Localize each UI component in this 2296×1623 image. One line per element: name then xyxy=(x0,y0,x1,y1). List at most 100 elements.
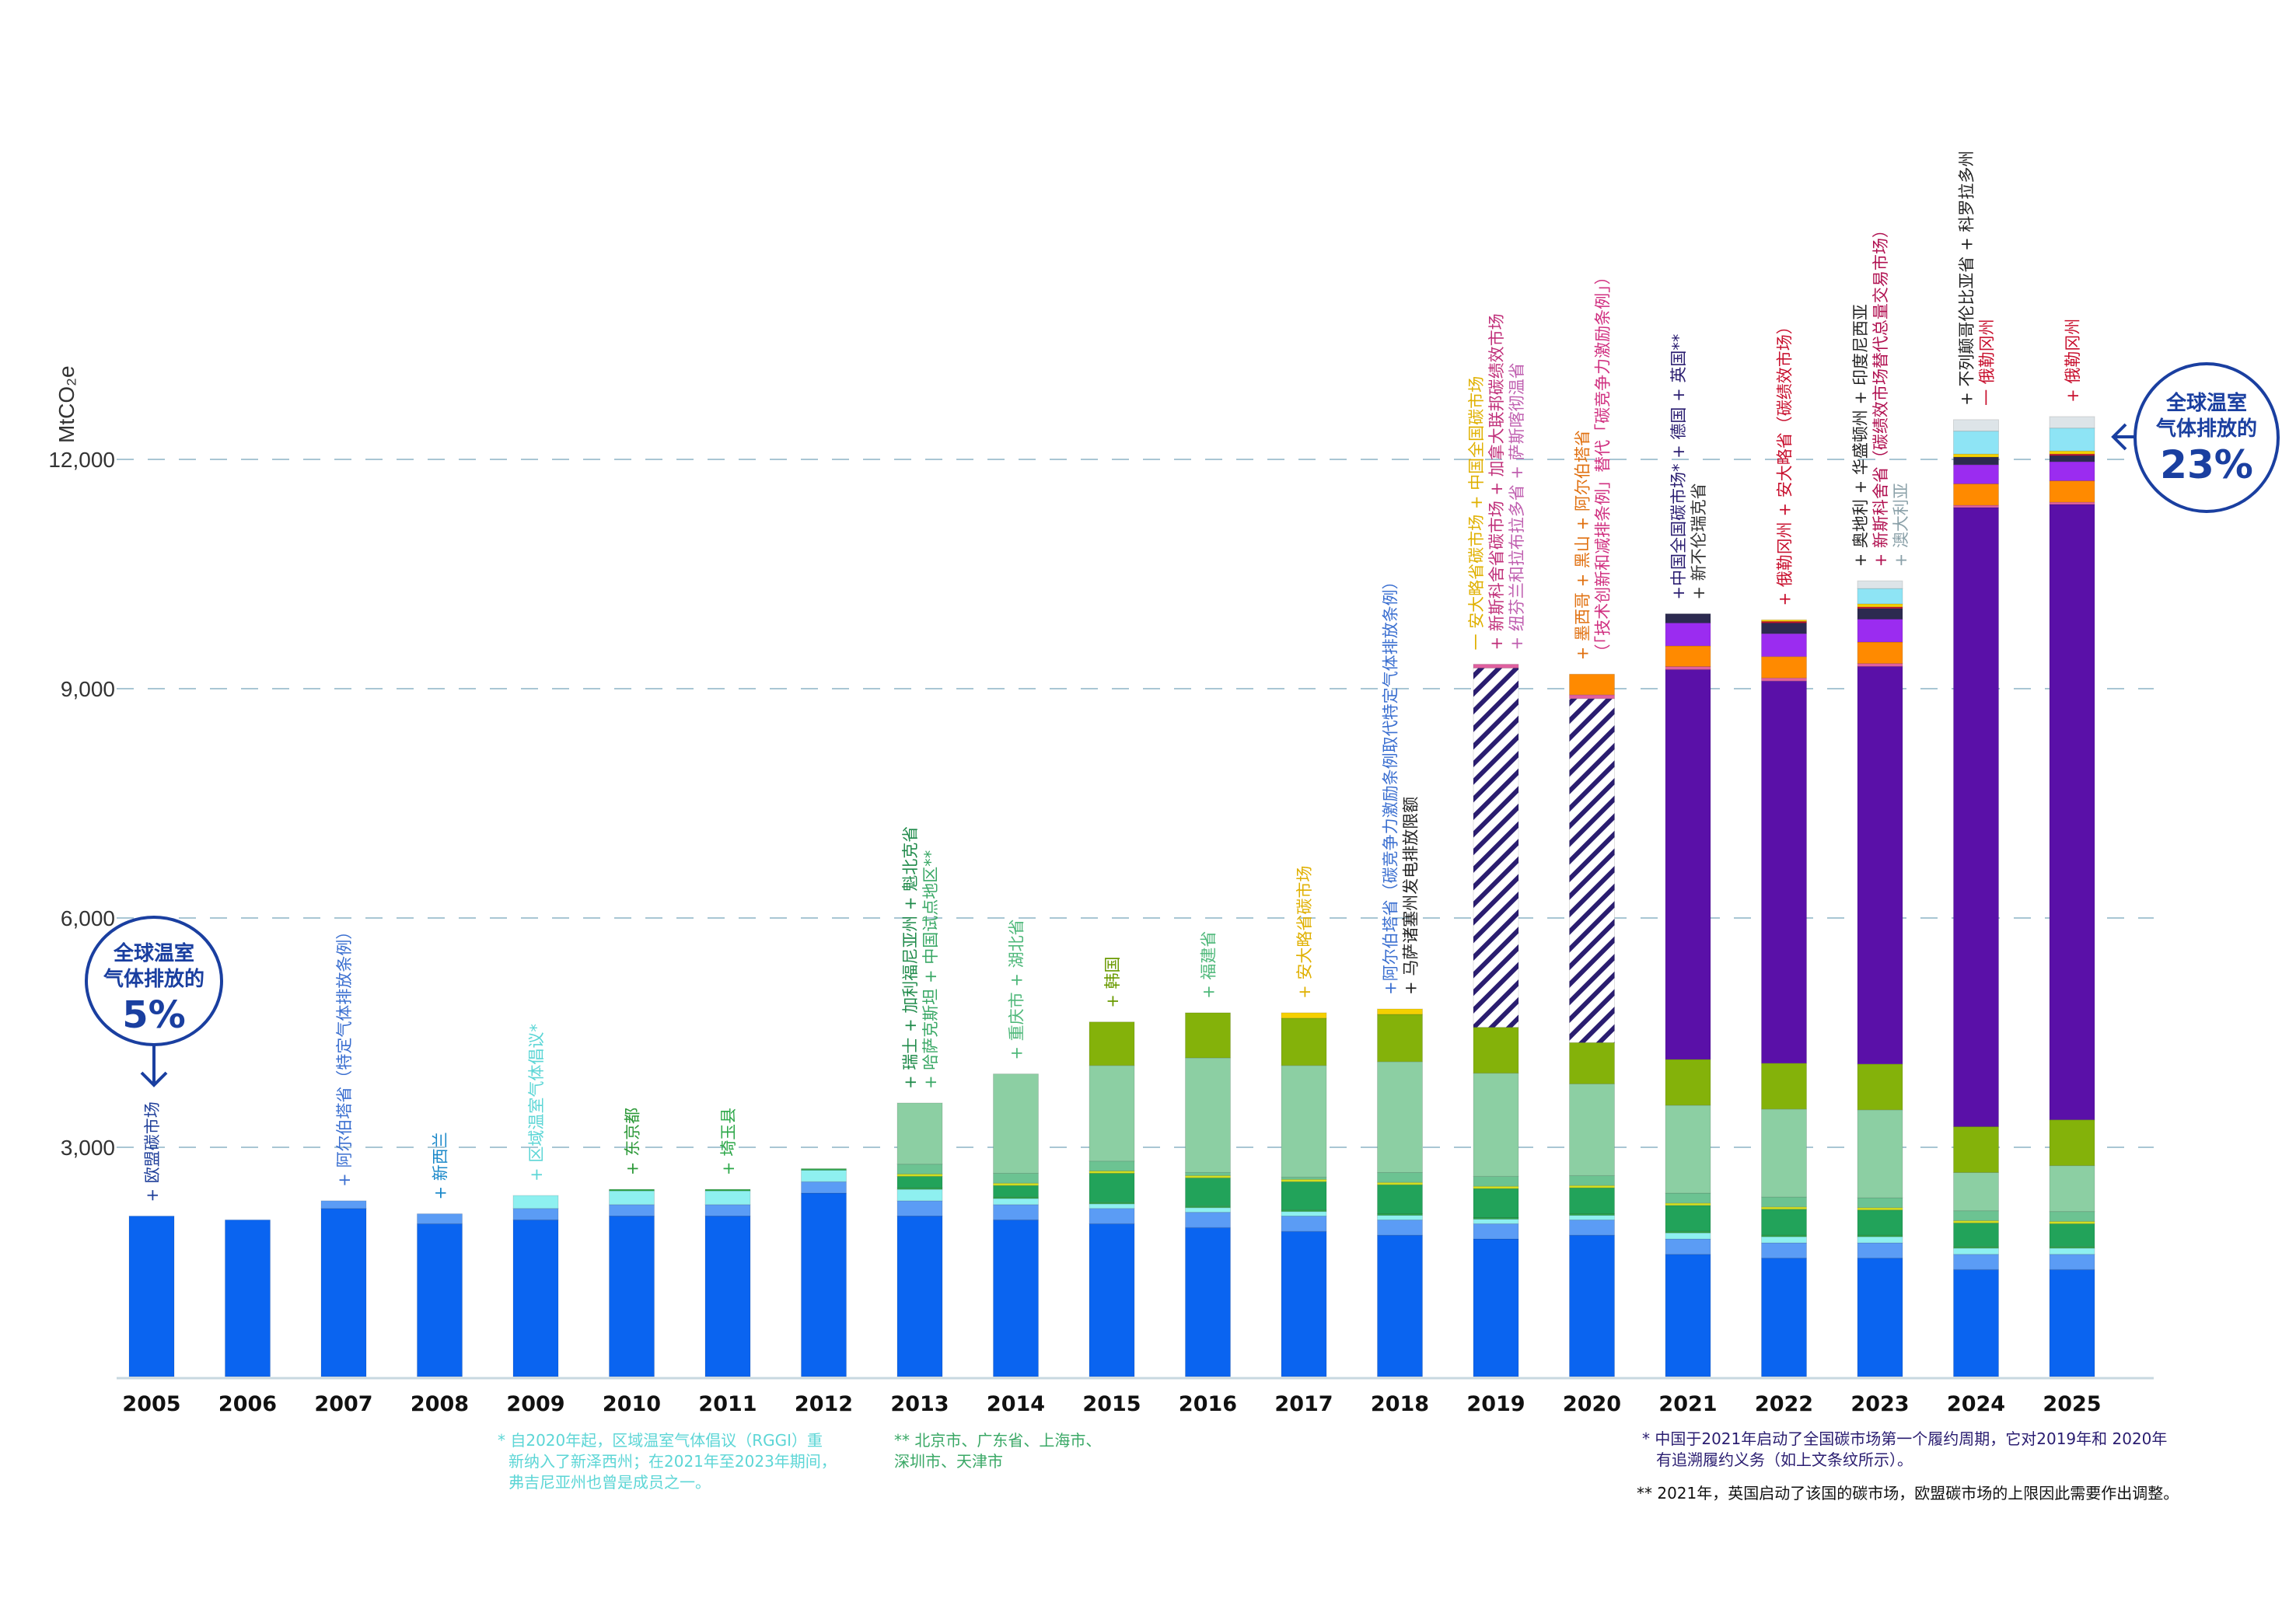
x-tick-label: 2025 xyxy=(2043,1392,2101,1416)
bar-segment xyxy=(2049,504,2095,1121)
bar-segment xyxy=(1473,1175,1519,1187)
annotation-label: + 阿尔伯塔省（特定气体排放条例） xyxy=(335,923,354,1187)
bar-segment xyxy=(1953,1222,1999,1248)
callout-5-line2: 气体排放的 xyxy=(103,967,204,991)
bar-segment xyxy=(1857,1109,1903,1199)
bar-segment xyxy=(1953,1269,1999,1377)
bar-segment xyxy=(2049,1211,2095,1222)
x-tick-label: 2012 xyxy=(795,1392,853,1416)
bar-segment xyxy=(1473,664,1519,668)
bar-segment xyxy=(1185,1057,1231,1173)
bar-segment xyxy=(1665,1105,1711,1194)
bar-segment xyxy=(1953,419,1999,432)
callout-5-line1: 全球温室 xyxy=(113,941,194,965)
x-tick-label: 2016 xyxy=(1179,1392,1237,1416)
bar-segment xyxy=(1377,1184,1423,1215)
bar-segment xyxy=(1953,456,1999,466)
annotation-label: + 新不伦瑞克省 xyxy=(1690,483,1708,599)
bar-segment xyxy=(1857,1209,1903,1236)
bar-segment xyxy=(1089,1223,1135,1377)
bar-segment xyxy=(1473,1073,1519,1177)
bar-segment xyxy=(896,1175,943,1188)
callout-23-line1: 全球温室 xyxy=(2165,391,2247,415)
bar-segment xyxy=(1953,1254,1999,1270)
bar-segment xyxy=(1377,1215,1423,1220)
bar-segment xyxy=(1857,641,1903,665)
bar-segment xyxy=(1569,1234,1615,1377)
bar-segment xyxy=(1281,1017,1327,1066)
annotation-label: + 埼玉县 xyxy=(719,1108,738,1175)
bar-segment xyxy=(1953,1246,1999,1249)
bar-segment xyxy=(2049,450,2095,455)
bar-segment xyxy=(1377,1008,1423,1015)
bar-segment xyxy=(512,1208,559,1220)
bar-segment xyxy=(1857,1236,1903,1244)
bar-segment xyxy=(1569,1083,1615,1176)
bar-segment xyxy=(1089,1021,1135,1066)
bar-segment xyxy=(1089,1203,1135,1209)
bar-segment xyxy=(1569,1215,1615,1220)
x-tick-label: 2021 xyxy=(1658,1392,1717,1416)
annotation-label: + 区域温室气体倡议* xyxy=(527,1024,546,1181)
bar-segment xyxy=(1953,464,1999,484)
footnote-line: 有追溯履约义务（如上文条纹所示）。 xyxy=(1656,1450,1913,1469)
bar-segment xyxy=(2049,461,2095,482)
bar-segment xyxy=(1953,483,1999,506)
bar-segment xyxy=(1281,1230,1327,1377)
annotation-label: + 墨西哥 + 黑山 + 阿尔伯塔省 xyxy=(1574,430,1592,660)
bar-segment xyxy=(1857,588,1903,605)
bar-segment xyxy=(1857,1063,1903,1111)
arrow-left-icon xyxy=(2111,423,2135,451)
bar-segment xyxy=(1185,1177,1231,1207)
bar-segment xyxy=(609,1204,655,1216)
bar-segment xyxy=(1569,1187,1615,1215)
bar-segment xyxy=(1761,633,1807,658)
bar-segment xyxy=(1665,1205,1711,1232)
callout-23-value: 23% xyxy=(2160,442,2253,487)
x-tick-label: 2017 xyxy=(1274,1392,1333,1416)
bar-segment xyxy=(1953,431,1999,455)
annotation-label: + 新斯科舍省碳市场 + 加拿大联邦碳绩效市场 xyxy=(1487,313,1506,650)
x-tick-label: 2023 xyxy=(1850,1392,1909,1416)
bar-segment xyxy=(1665,1059,1711,1106)
footnote-china-pilots: ** 北京市、广东省、上海市、 深圳市、天津市 xyxy=(894,1430,1101,1472)
annotation-label: + 安大略省碳市场 xyxy=(1295,866,1314,999)
bar-segment xyxy=(1569,1174,1615,1186)
annotation-label: + 福建省 xyxy=(1200,931,1218,999)
bar-segment xyxy=(1665,613,1711,623)
footnote-line: * 自2020年起，区域温室气体倡议（RGGI）重 xyxy=(498,1431,823,1450)
bar-segment xyxy=(1953,453,1999,458)
bar-segment xyxy=(801,1168,847,1171)
bar-segment xyxy=(1281,1178,1327,1182)
bar-segment xyxy=(2049,455,2095,462)
bar-segment xyxy=(1665,665,1711,670)
bar-segment xyxy=(1665,1232,1711,1240)
bar-segment xyxy=(896,1164,943,1174)
bar-segment xyxy=(801,1192,847,1377)
bar-segment xyxy=(1761,1242,1807,1259)
bar-segment xyxy=(1761,622,1807,634)
bar-segment xyxy=(2049,1269,2095,1377)
bar-segment xyxy=(1377,1171,1423,1183)
bar-segment xyxy=(1185,1012,1231,1059)
bar-segment xyxy=(1761,620,1807,622)
footnote-line: 弗吉尼亚州也曾是成员之一。 xyxy=(508,1473,711,1492)
bar-segment xyxy=(1665,668,1711,1060)
bar-segment xyxy=(2049,480,2095,503)
annotation-label: +中国全国碳市场* + 德国 + 英国** xyxy=(1669,334,1688,600)
bar-segment xyxy=(1953,1210,1999,1221)
bar-segment xyxy=(609,1188,655,1192)
bar-segment xyxy=(1569,1042,1615,1084)
x-tick-label: 2009 xyxy=(506,1392,564,1416)
bar-segment xyxy=(1185,1227,1231,1377)
bar-segment xyxy=(2049,1223,2095,1248)
annotation-label: 一 俄勒冈州 xyxy=(1978,319,1997,406)
bar-segment xyxy=(1857,619,1903,643)
bar-segment xyxy=(993,1198,1039,1206)
bar-segment xyxy=(1185,1171,1231,1176)
bar-segment xyxy=(1761,656,1807,679)
x-tick-label: 2022 xyxy=(1755,1392,1813,1416)
bar-segment xyxy=(1761,1196,1807,1208)
bar-segment xyxy=(896,1188,943,1202)
